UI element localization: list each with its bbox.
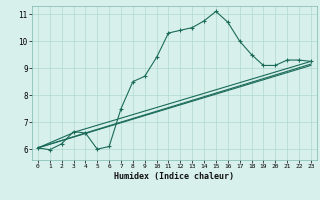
X-axis label: Humidex (Indice chaleur): Humidex (Indice chaleur) [115,172,234,181]
